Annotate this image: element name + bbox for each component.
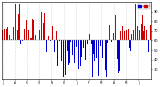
Bar	[6, 29, 7, 40]
Bar	[2, 30, 3, 40]
Bar	[46, 40, 47, 52]
Bar	[139, 30, 140, 40]
Bar	[76, 40, 77, 47]
Bar	[108, 33, 109, 40]
Bar	[15, 4, 16, 40]
Bar	[126, 30, 127, 40]
Bar	[8, 40, 9, 47]
Bar	[54, 40, 55, 52]
Bar	[59, 40, 60, 41]
Bar	[89, 34, 90, 40]
Bar	[122, 26, 123, 40]
Bar	[94, 40, 95, 61]
Bar	[142, 15, 143, 40]
Bar	[26, 20, 27, 40]
Bar	[48, 36, 49, 40]
Bar	[137, 26, 138, 40]
Bar	[74, 40, 75, 63]
Bar	[107, 40, 108, 43]
Bar	[7, 27, 8, 40]
Bar	[100, 40, 101, 46]
Bar	[146, 30, 147, 40]
Bar	[66, 35, 67, 40]
Bar	[85, 40, 86, 60]
Bar	[39, 30, 40, 40]
Bar	[22, 40, 23, 41]
Bar	[36, 40, 37, 69]
Bar	[103, 40, 104, 60]
Bar	[70, 40, 71, 42]
Bar	[52, 26, 53, 40]
Bar	[32, 19, 33, 40]
Bar	[11, 39, 12, 40]
Bar	[87, 40, 88, 44]
Bar	[69, 40, 70, 63]
Bar	[118, 40, 119, 73]
Bar	[27, 32, 28, 40]
Bar	[148, 40, 149, 52]
Bar	[13, 27, 14, 40]
Bar	[42, 30, 43, 40]
Bar	[133, 30, 134, 40]
Bar	[98, 40, 99, 76]
Bar	[109, 25, 110, 40]
Bar	[96, 40, 97, 58]
Bar	[24, 29, 25, 40]
Bar	[4, 29, 5, 40]
Bar	[30, 38, 31, 40]
Bar	[56, 31, 57, 40]
Bar	[81, 40, 82, 57]
Bar	[79, 40, 80, 66]
Bar	[102, 40, 103, 58]
Bar	[35, 35, 36, 40]
Bar	[131, 34, 132, 40]
Bar	[45, 14, 46, 40]
Bar	[83, 40, 84, 48]
Bar	[115, 15, 116, 40]
Bar	[33, 20, 34, 40]
Bar	[78, 40, 79, 69]
Bar	[130, 40, 131, 51]
Bar	[41, 12, 42, 40]
Legend: ↓, ↑: ↓, ↑	[138, 3, 150, 9]
Bar	[72, 40, 73, 55]
Bar	[80, 40, 81, 66]
Bar	[28, 30, 29, 40]
Bar	[50, 40, 51, 41]
Bar	[113, 33, 114, 40]
Bar	[117, 40, 118, 59]
Bar	[145, 31, 146, 40]
Bar	[18, 14, 19, 40]
Bar	[3, 24, 4, 40]
Bar	[31, 38, 32, 40]
Bar	[63, 40, 64, 77]
Bar	[132, 40, 133, 55]
Bar	[57, 40, 58, 66]
Bar	[60, 40, 61, 63]
Bar	[84, 40, 85, 63]
Bar	[135, 4, 136, 40]
Bar	[150, 25, 151, 40]
Bar	[17, 30, 18, 40]
Bar	[128, 29, 129, 40]
Bar	[61, 40, 62, 61]
Bar	[65, 40, 66, 75]
Bar	[9, 35, 10, 40]
Bar	[93, 40, 94, 54]
Bar	[127, 40, 128, 52]
Bar	[21, 34, 22, 40]
Bar	[111, 40, 112, 42]
Bar	[141, 24, 142, 40]
Bar	[124, 31, 125, 40]
